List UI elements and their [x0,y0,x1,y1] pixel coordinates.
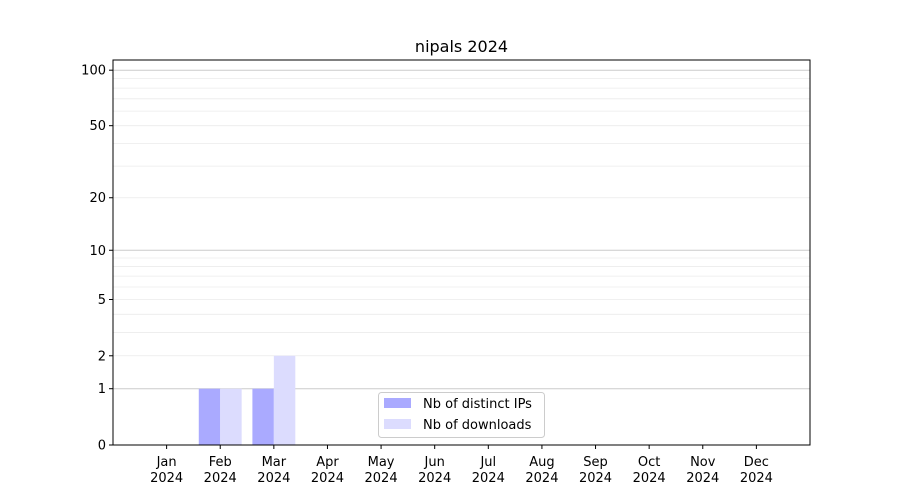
x-tick-label: Oct 2024 [633,455,666,486]
y-axis: 0 1 2 5 10 20 50 100 [81,64,113,454]
x-tick-label-line: May [368,455,395,470]
x-tick-label-line: 2024 [740,471,773,486]
y-tick-label: 20 [89,191,106,206]
x-tick-label: Jul 2024 [472,455,505,486]
x-tick-label-line: 2024 [150,471,183,486]
legend-swatch [384,419,411,429]
bar-distinct-ips [252,388,274,445]
x-tick-label: Aug 2024 [525,455,558,486]
y-tick-label: 100 [81,64,106,79]
legend-label: Nb of downloads [423,418,532,433]
x-tick-label: Apr 2024 [311,455,344,486]
grid [113,69,810,390]
x-tick-label-line: Nov [690,455,716,470]
chart-title: nipals 2024 [415,37,508,56]
y-tick-label: 10 [89,244,106,259]
x-tick-label-line: Jan [156,455,177,470]
x-tick-label-line: 2024 [472,471,505,486]
bar-downloads [273,355,296,445]
y-tick-label: 0 [98,439,106,454]
y-tick-label: 5 [98,293,106,308]
x-tick-label-line: 2024 [311,471,344,486]
x-tick-label-line: Apr [316,455,339,470]
y-tick-label: 2 [98,349,106,364]
x-tick-label: Mar 2024 [257,455,290,486]
legend-swatch [384,398,411,408]
x-tick-label-line: Feb [209,455,232,470]
x-tick-label-line: Jul [479,455,496,470]
x-tick-label-line: Dec [744,455,769,470]
x-tick-label-line: 2024 [686,471,719,486]
x-tick-label: Jan 2024 [150,455,183,486]
x-tick-label-line: Aug [529,455,554,470]
x-tick-label: Jun 2024 [418,455,451,486]
x-tick-label: Feb 2024 [204,455,237,486]
legend-box [378,392,545,438]
x-tick-label: May 2024 [365,455,398,486]
bar-downloads [220,388,242,445]
x-tick-label-line: 2024 [418,471,451,486]
x-tick-label-line: Jun [424,455,445,470]
x-tick-label-line: Oct [638,455,660,470]
y-tick-label: 50 [89,119,106,134]
x-tick-label-line: 2024 [579,471,612,486]
legend: Nb of distinct IPs Nb of downloads [378,392,545,438]
x-tick-label-line: 2024 [633,471,666,486]
x-tick-label: Dec 2024 [740,455,773,486]
x-tick-label-line: 2024 [204,471,237,486]
bar-distinct-ips [198,388,221,445]
x-tick-label: Sep 2024 [579,455,612,486]
bars [198,355,296,445]
x-tick-label-line: Mar [262,455,287,470]
plot-frame [112,59,811,446]
legend-label: Nb of distinct IPs [423,397,532,412]
y-tick-label: 1 [98,382,106,397]
x-tick-label-line: 2024 [365,471,398,486]
x-tick-label-line: 2024 [257,471,290,486]
x-tick-label: Nov 2024 [686,455,719,486]
x-tick-label-line: Sep [583,455,608,470]
x-tick-label-line: 2024 [525,471,558,486]
